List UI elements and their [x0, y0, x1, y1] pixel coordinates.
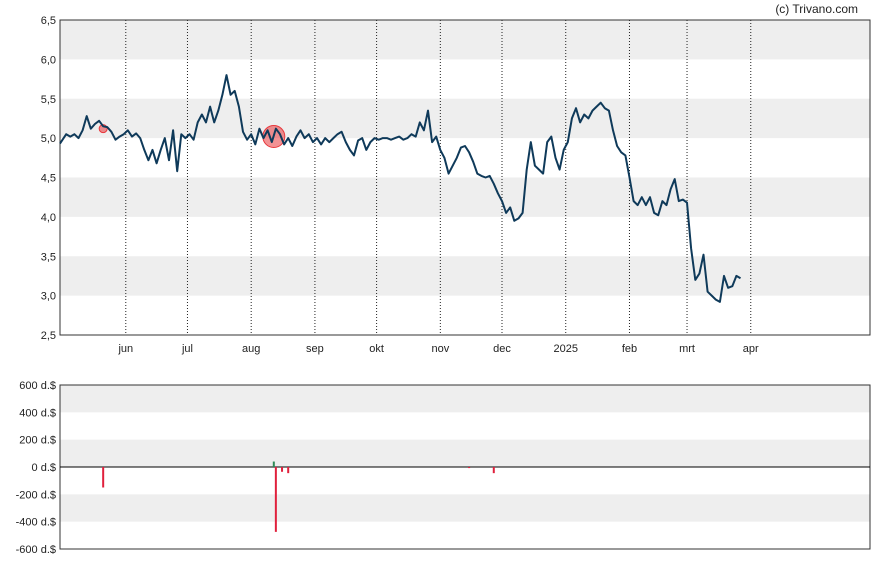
y-tick-label: 5,0: [41, 133, 56, 145]
grid-band: [60, 98, 870, 139]
x-tick-label: aug: [242, 343, 260, 355]
price-line: [59, 74, 742, 303]
x-tick-label: 2025: [553, 343, 577, 355]
y-tick-label: 5,5: [41, 94, 56, 106]
y-tick-label: 3,5: [41, 251, 56, 263]
y-tick-label: 6,5: [41, 15, 56, 27]
grid-band: [60, 20, 870, 60]
volume-grid-band: [60, 494, 870, 522]
credit-text: (c) Trivano.com: [775, 2, 858, 16]
x-tick-label: nov: [431, 343, 449, 355]
y-tick-label: 3,0: [41, 291, 56, 303]
volume-y-tick-label: 400 d.$: [19, 407, 56, 419]
grid-band: [60, 256, 870, 296]
x-tick-label: sep: [306, 343, 324, 355]
price-chart-panel: 6,5 6,0 5,5 5,0 4,5 4,0 3,5 3,0 2,5 jun jul aug sep o…: [41, 15, 871, 355]
x-tick-label: mrt: [679, 343, 695, 355]
price-plot-frame: [59, 19, 871, 336]
volume-y-tick-label: 0 d.$: [32, 462, 56, 474]
volume-y-tick-label: 200 d.$: [19, 435, 56, 447]
volume-grid-band: [60, 385, 870, 413]
x-tick-label: jul: [181, 343, 193, 355]
volume-y-tick-label: -600 d.$: [16, 544, 56, 556]
volume-y-tick-label: -200 d.$: [16, 489, 56, 501]
y-tick-label: 6,0: [41, 54, 56, 66]
x-tick-label: feb: [622, 343, 637, 355]
grid-band: [60, 177, 870, 217]
volume-y-tick-label: -400 d.$: [16, 517, 56, 529]
x-tick-label: apr: [743, 343, 759, 355]
volume-chart-panel: 600 d.$ 400 d.$ 200 d.$ 0 d.$ -200 d.$ -400 d…: [16, 380, 871, 556]
y-tick-label: 2,5: [41, 330, 56, 342]
x-tick-label: dec: [493, 343, 511, 355]
x-tick-label: okt: [369, 343, 384, 355]
y-tick-label: 4,0: [41, 212, 56, 224]
volume-grid-band: [60, 439, 870, 467]
volume-y-tick-label: 600 d.$: [19, 380, 56, 392]
y-tick-label: 4,5: [41, 173, 56, 185]
x-tick-label: jun: [117, 343, 133, 355]
